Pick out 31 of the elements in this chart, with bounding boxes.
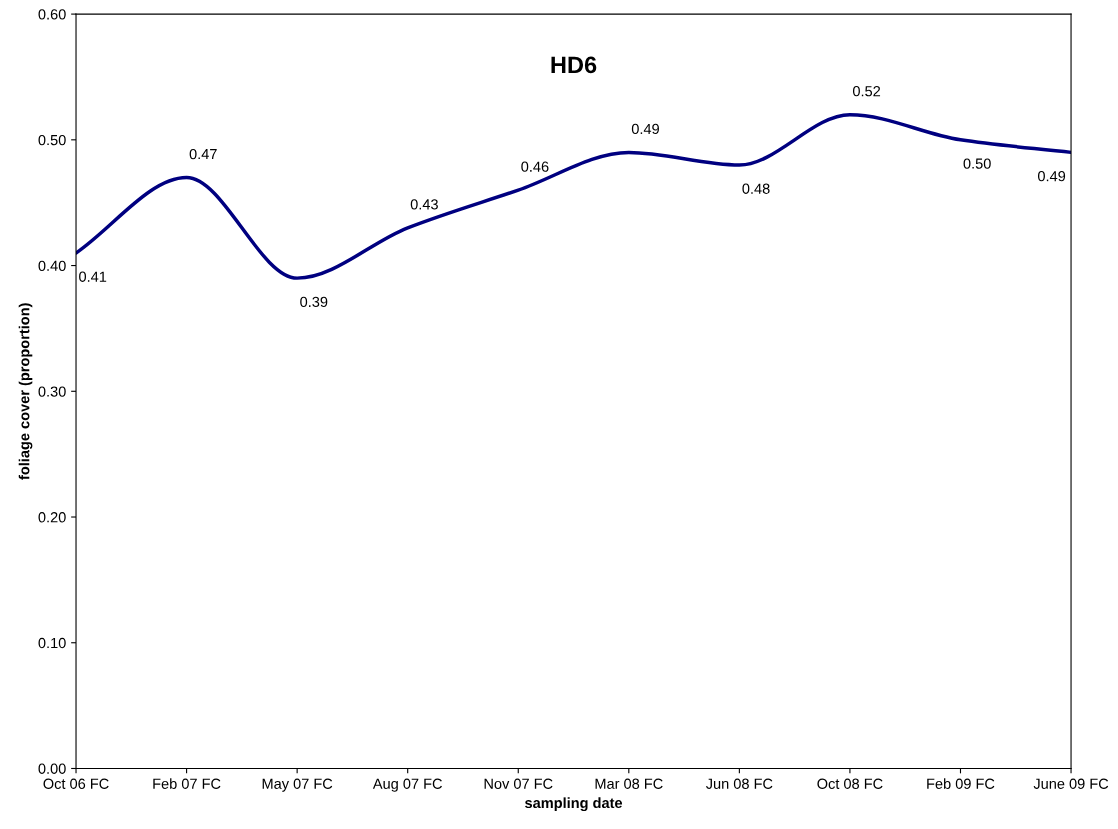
x-tick-label: Feb 07 FC <box>153 778 221 789</box>
text: HD6 <box>551 56 597 74</box>
x-axis-title: sampling date <box>525 797 623 812</box>
data-label: 0.49 <box>631 123 659 135</box>
line-series <box>76 112 1072 280</box>
y-tick-label: 0.10 <box>38 637 66 649</box>
x-tick-label: Feb 09 FC <box>927 778 995 789</box>
y-tick-label: 0.30 <box>38 386 66 397</box>
x-tick-label: Nov 07 FC <box>484 778 553 789</box>
y-tick-label: 0.20 <box>38 512 66 523</box>
y-tick-label: 0.00 <box>38 763 66 774</box>
data-label: 0.39 <box>300 296 328 308</box>
data-label: 0.49 <box>1037 170 1066 182</box>
x-tick-label: Oct 08 FC <box>817 778 883 789</box>
data-label: 0.50 <box>963 158 991 169</box>
x-tick-label: Aug 07 FC <box>372 778 442 792</box>
x-tick-label: Oct 06 FC <box>43 778 109 789</box>
x-tick-label: May 07 FC <box>262 778 333 792</box>
y-tick-label: 0.50 <box>38 134 66 146</box>
y-axis-title: foliage cover (proportion) <box>18 303 33 480</box>
x-tick-label: Jun 08 FC <box>705 778 773 789</box>
data-label: 0.47 <box>189 148 217 160</box>
data-label: 0.48 <box>742 183 770 194</box>
data-label: 0.52 <box>852 86 881 97</box>
x-tick-label: Mar 08 FC <box>595 778 663 789</box>
data-label: 0.41 <box>79 271 107 282</box>
y-tick-label: 0.60 <box>38 9 66 20</box>
data-label: 0.43 <box>410 199 438 210</box>
data-label: 0.46 <box>521 161 549 172</box>
y-tick-label: 0.40 <box>38 260 66 271</box>
x-tick-label: June 09 FC <box>1033 778 1109 789</box>
